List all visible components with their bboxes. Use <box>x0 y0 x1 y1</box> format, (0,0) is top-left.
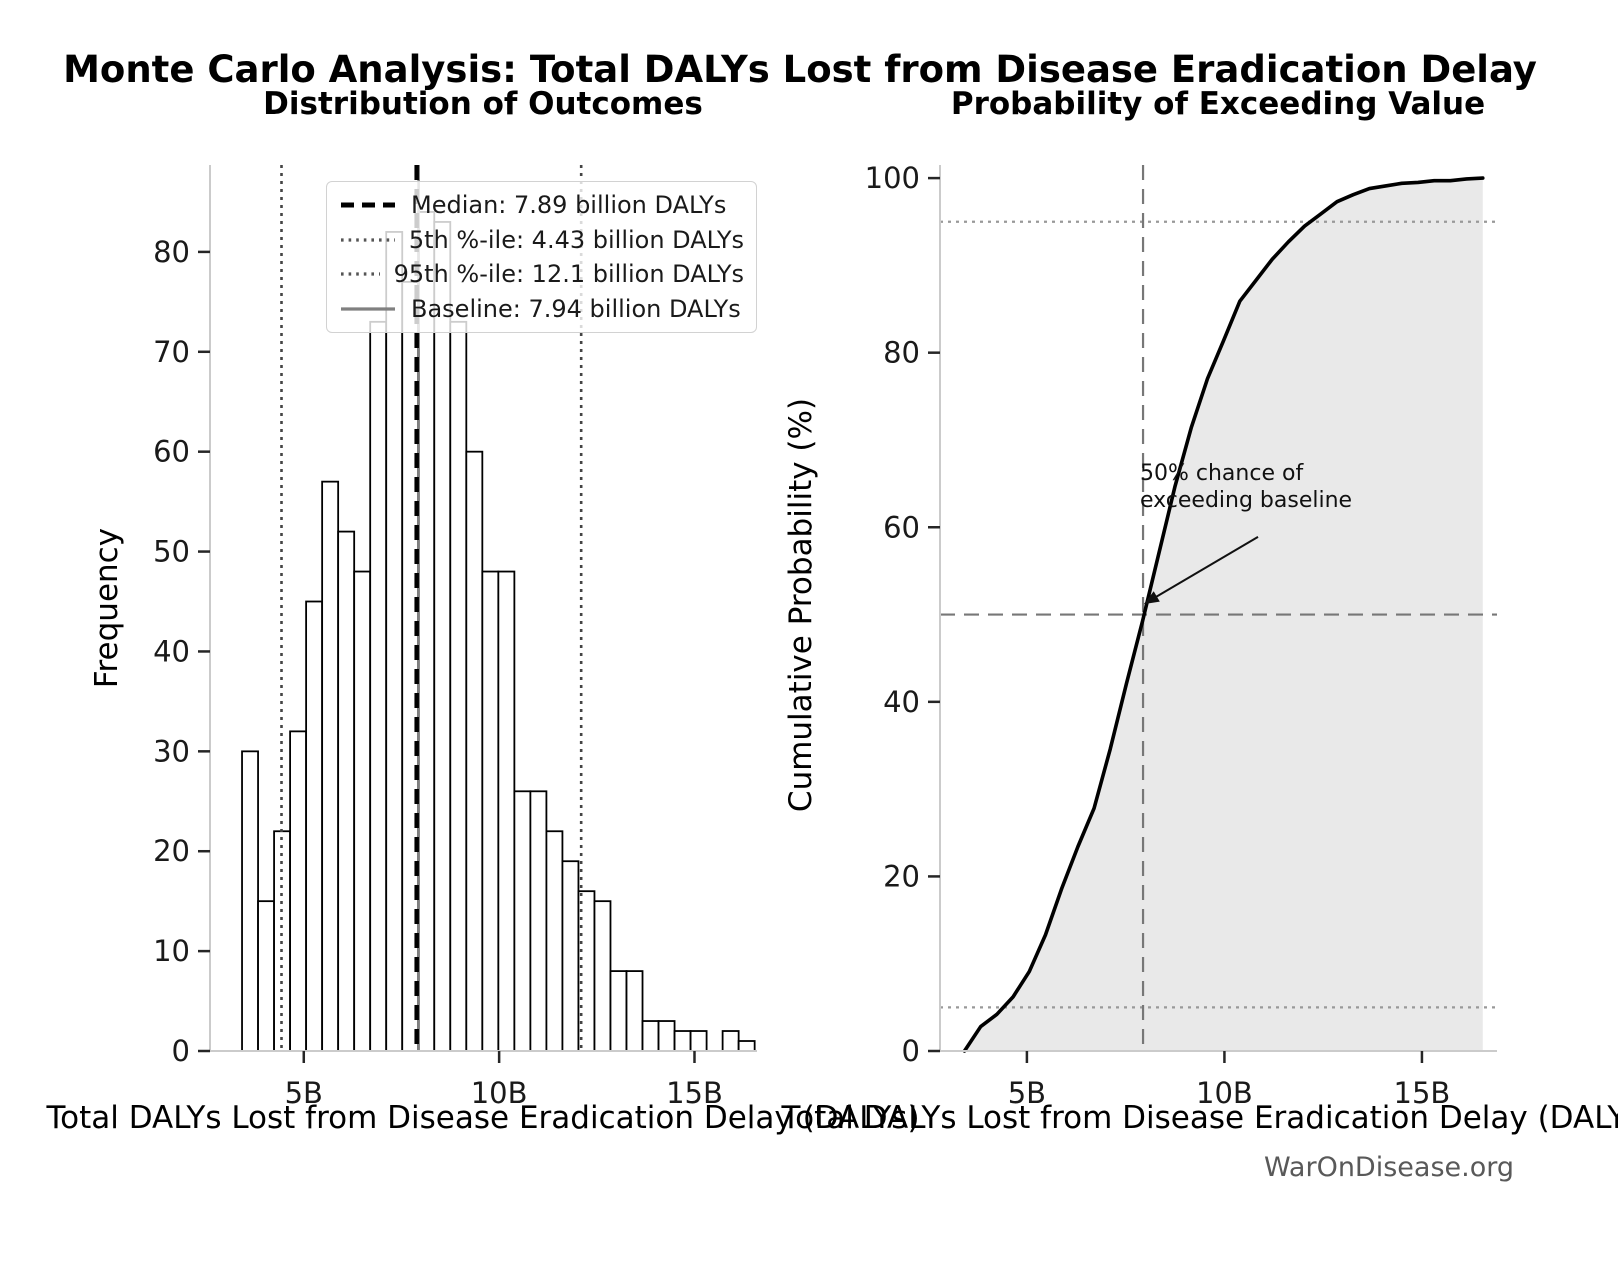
axis-ticks: 5B 10B 15B 0 20 40 60 80 100 <box>865 161 1451 1110</box>
histogram-bar <box>337 530 356 1052</box>
cdf-ylabel: Cumulative Probability (%) <box>783 397 819 813</box>
histogram-bar <box>641 1020 660 1052</box>
x-tick-label: 10B <box>1196 1076 1253 1110</box>
histogram-bar <box>305 600 324 1052</box>
y-tick-label: 60 <box>153 435 190 469</box>
y-tick-label: 30 <box>153 734 190 768</box>
x-tick-label: 10B <box>471 1076 528 1110</box>
cdf-title: Probability of Exceeding Value <box>950 86 1486 122</box>
watermark: WarOnDisease.org <box>1263 1152 1514 1183</box>
histogram-bar <box>369 320 388 1052</box>
legend-line-sample <box>341 202 395 208</box>
axis-ticks: 5B 10B 15B 0 10 20 30 40 50 60 70 80 <box>153 235 723 1110</box>
histogram-bar <box>353 570 372 1052</box>
histogram-bar <box>561 860 580 1052</box>
histogram-bar <box>721 1030 740 1052</box>
histogram-bar <box>385 231 404 1052</box>
histogram-bar <box>689 1030 708 1052</box>
legend-item-label: Median: 7.89 billion DALYs <box>411 191 727 220</box>
histogram-bar <box>417 211 436 1052</box>
histogram-bar <box>497 570 516 1052</box>
histogram-bar <box>289 730 308 1052</box>
y-tick-label: 10 <box>153 934 190 968</box>
histogram-bar <box>737 1040 756 1052</box>
legend-line-sample <box>341 307 395 311</box>
histogram-bars <box>241 211 756 1052</box>
annotation-arrow-head <box>1143 591 1160 605</box>
histogram-bar <box>609 970 628 1052</box>
histogram-ylabel: Frequency <box>89 527 125 689</box>
y-tick-label: 40 <box>883 685 920 719</box>
y-tick-label: 70 <box>153 335 190 369</box>
histogram-bar <box>449 320 468 1052</box>
histogram-bar <box>673 1030 692 1052</box>
legend: Median: 7.89 billion DALYs 5th %-ile: 4.4… <box>326 181 757 333</box>
x-tick-label: 5B <box>1008 1076 1046 1110</box>
x-tick-label: 15B <box>1394 1076 1451 1110</box>
legend-line-sample <box>341 272 380 276</box>
y-tick-label: 60 <box>883 510 920 544</box>
histogram-bar <box>593 900 612 1052</box>
cdf-xlabel: Total DALYs Lost from Disease Eradicatio… <box>781 1100 1618 1136</box>
legend-item: Baseline: 7.94 billion DALYs <box>339 296 744 322</box>
histogram-bar <box>241 750 259 1052</box>
cdf-curve <box>962 176 1485 1053</box>
histogram-bar <box>513 790 532 1052</box>
legend-line-sample <box>341 238 395 242</box>
histogram-bar <box>545 830 564 1052</box>
y-tick-label: 0 <box>902 1034 920 1068</box>
y-tick-label: 80 <box>153 235 190 269</box>
cdf-annotation-line1: 50% chance of <box>1140 461 1304 486</box>
y-tick-label: 20 <box>883 859 920 893</box>
histogram-bar <box>481 570 500 1052</box>
cdf-plot: 5B 10B 15B 0 20 40 60 80 100 <box>865 161 1497 1110</box>
legend-item-label: 5th %-ile: 4.43 billion DALYs <box>408 225 744 254</box>
cdf-annotation: 50% chance of exceeding baseline <box>1140 460 1352 514</box>
figure-title: Monte Carlo Analysis: Total DALYs Lost f… <box>63 48 1537 91</box>
legend-item-label: 95th %-ile: 12.1 billion DALYs <box>393 260 744 289</box>
legend-item-label: Baseline: 7.94 billion DALYs <box>411 294 741 323</box>
y-tick-label: 40 <box>153 634 190 668</box>
y-tick-label: 0 <box>172 1034 190 1068</box>
x-tick-label: 15B <box>666 1076 723 1110</box>
histogram-bar <box>433 221 452 1052</box>
cdf-area-fill <box>964 178 1483 1051</box>
histogram-bar <box>625 970 644 1052</box>
y-tick-label: 50 <box>153 535 190 569</box>
histogram-bar <box>657 1020 676 1052</box>
legend-item: 5th %-ile: 4.43 billion DALYs <box>339 227 744 253</box>
histogram-plot: 5B 10B 15B 0 10 20 30 40 50 60 70 80 <box>153 165 757 1110</box>
x-tick-label: 5B <box>285 1076 323 1110</box>
y-tick-label: 100 <box>865 161 920 195</box>
legend-item: 95th %-ile: 12.1 billion DALYs <box>339 261 744 287</box>
histogram-xlabel: Total DALYs Lost from Disease Eradicatio… <box>46 1100 920 1136</box>
histogram-bar <box>257 900 275 1052</box>
histogram-bar <box>529 790 548 1052</box>
histogram-bar <box>577 890 596 1052</box>
legend-item: Median: 7.89 billion DALYs <box>339 192 744 218</box>
y-tick-label: 20 <box>153 834 190 868</box>
histogram-title: Distribution of Outcomes <box>263 86 703 122</box>
histogram-bar <box>321 480 340 1052</box>
histogram-bar <box>465 450 484 1052</box>
annotation-arrow-shaft <box>1152 535 1259 600</box>
y-tick-label: 80 <box>883 336 920 370</box>
cdf-annotation-line2: exceeding baseline <box>1140 488 1353 513</box>
